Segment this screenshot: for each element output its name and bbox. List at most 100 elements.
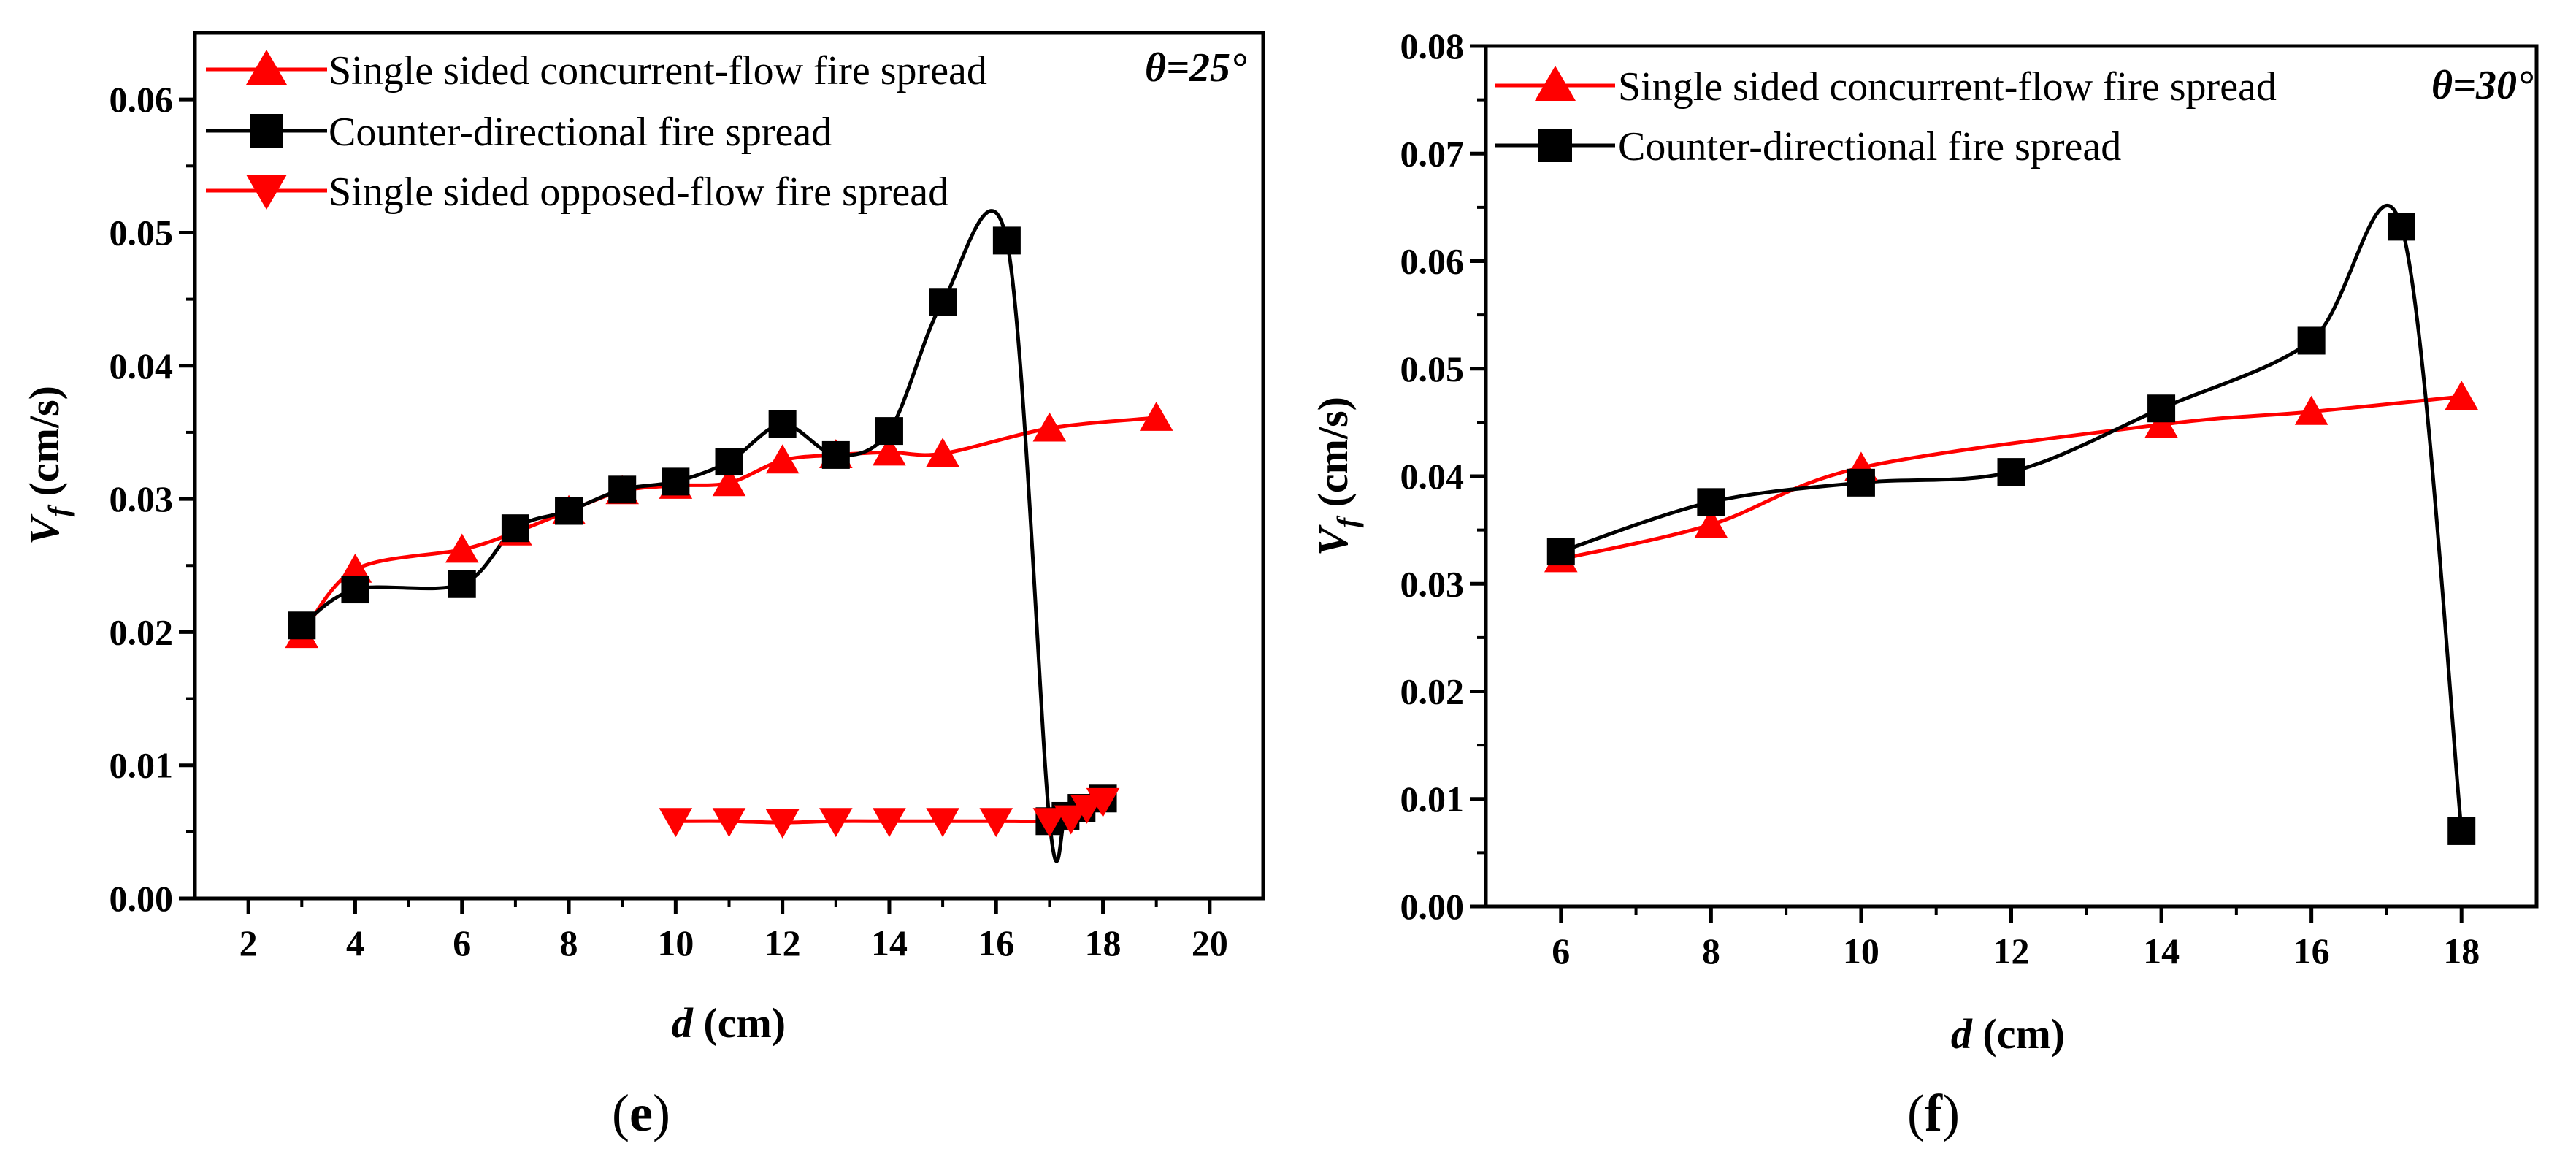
panel-label-open-e: ( bbox=[612, 1084, 629, 1142]
data-point-triangle-up-e bbox=[1032, 412, 1067, 442]
series-markers-e bbox=[285, 226, 1173, 839]
data-point-triangle-up-e bbox=[765, 444, 800, 474]
y-axis-title-f: Vf (cm/s) bbox=[1309, 397, 1364, 556]
theta-label-e: θ=25° bbox=[1145, 45, 1247, 91]
x-tick-label-f: 12 bbox=[1993, 931, 2030, 971]
x-tick-label-f: 10 bbox=[1843, 931, 1879, 971]
theta-value-e: =25° bbox=[1166, 45, 1247, 91]
series-lines-e bbox=[300, 209, 1157, 863]
data-point-triangle-down-e bbox=[1032, 808, 1067, 838]
x-axis-var-f: d bbox=[1951, 1010, 1973, 1058]
y-axis-sub-f: f bbox=[1331, 515, 1364, 527]
data-point-square-e bbox=[821, 440, 850, 469]
x-axis-unit-f: (cm) bbox=[1972, 1010, 2065, 1058]
axes-ticks-f: 6 8 10 12 14 16 18 0.00 0.01 0.02 0.03 0.04 0.05 0.06… bbox=[1400, 26, 2480, 971]
data-point-square-f bbox=[1847, 468, 1875, 497]
series-lines-f bbox=[1560, 204, 2464, 832]
panel-label-open-f: ( bbox=[1907, 1084, 1925, 1142]
data-point-square-e bbox=[555, 497, 583, 525]
y-tick-label-f: 0.05 bbox=[1400, 348, 1465, 389]
y-tick-label-f: 0.01 bbox=[1400, 779, 1465, 820]
x-axis-title-e: d (cm) bbox=[672, 999, 786, 1047]
x-axis-unit-e: (cm) bbox=[693, 999, 786, 1047]
y-tick-label-f: 0.04 bbox=[1400, 456, 1465, 497]
x-tick-label-f: 16 bbox=[2293, 931, 2330, 971]
y-tick-label-f: 0.06 bbox=[1400, 241, 1465, 282]
data-point-square-e bbox=[341, 576, 369, 604]
legend-label-0-f: Single sided concurrent-flow fire spread bbox=[1618, 64, 2277, 110]
theta-symbol-e: θ bbox=[1145, 45, 1166, 91]
y-axis-sub-e: f bbox=[42, 504, 75, 516]
data-point-triangle-up-e bbox=[873, 436, 906, 466]
y-axis-var-f: V bbox=[1309, 524, 1357, 556]
data-point-triangle-up-f bbox=[2294, 395, 2328, 425]
legend-e: Single sided concurrent-flow fire spread… bbox=[206, 48, 987, 215]
data-point-square-e bbox=[288, 611, 316, 640]
series-markers-f bbox=[1544, 213, 2479, 845]
data-point-square-e bbox=[448, 570, 476, 598]
data-point-square-f bbox=[2387, 213, 2415, 241]
series-line-1-f bbox=[1560, 204, 2464, 832]
data-point-triangle-down-e bbox=[659, 808, 693, 838]
legend-marker-triangle-up-f bbox=[1535, 66, 1576, 101]
data-point-square-e bbox=[875, 417, 903, 446]
data-point-square-e bbox=[929, 288, 957, 316]
data-point-triangle-up-e bbox=[712, 467, 746, 497]
legend-label-1-f: Counter-directional fire spread bbox=[1618, 124, 2121, 169]
data-point-square-e bbox=[992, 226, 1021, 255]
y-tick-label-f: 0.03 bbox=[1400, 563, 1465, 604]
x-tick-label-e: 18 bbox=[1085, 923, 1122, 963]
axes-ticks-e: 2 4 6 8 10 12 14 16 18 20 0.00 0.01 0.02 0.03 0.04 0.05… bbox=[110, 79, 1228, 963]
data-point-triangle-down-e bbox=[1054, 805, 1088, 835]
y-tick-label-e: 0.03 bbox=[110, 478, 174, 519]
data-point-square-e bbox=[501, 514, 529, 543]
y-tick-label-e: 0.01 bbox=[110, 745, 174, 786]
data-point-square-f bbox=[1997, 458, 2025, 486]
x-tick-label-f: 14 bbox=[2143, 931, 2180, 971]
y-tick-label-e: 0.00 bbox=[110, 878, 174, 919]
legend-f: Single sided concurrent-flow fire spread… bbox=[1495, 64, 2277, 169]
x-tick-label-e: 10 bbox=[657, 923, 694, 963]
panel-label-letter-e: e bbox=[629, 1084, 653, 1142]
x-tick-label-e: 8 bbox=[560, 923, 578, 963]
panel-label-close-e: ) bbox=[653, 1084, 670, 1142]
data-point-square-f bbox=[2297, 326, 2326, 355]
legend-label-2-e: Single sided opposed-flow fire spread bbox=[329, 169, 948, 215]
data-point-triangle-down-e bbox=[765, 809, 800, 839]
data-point-square-f bbox=[2147, 394, 2176, 423]
data-point-triangle-up-f bbox=[2445, 381, 2479, 410]
data-point-triangle-down-e bbox=[979, 808, 1013, 838]
data-point-square-e bbox=[715, 448, 743, 476]
y-axis-unit-f: (cm/s) bbox=[1309, 397, 1357, 518]
data-point-triangle-up-f bbox=[1694, 508, 1728, 538]
panel-label-close-f: ) bbox=[1942, 1084, 1960, 1142]
panel-label-f: (f) bbox=[1907, 1084, 1960, 1142]
data-point-square-e bbox=[608, 475, 637, 504]
legend-marker-triangle-up-e bbox=[246, 50, 287, 85]
y-tick-label-f: 0.07 bbox=[1400, 133, 1465, 174]
series-line-1-e bbox=[300, 209, 1104, 863]
panel-label-letter-f: f bbox=[1925, 1084, 1943, 1142]
x-tick-label-e: 12 bbox=[764, 923, 801, 963]
x-axis-title-f: d (cm) bbox=[1951, 1010, 2065, 1058]
theta-value-f: =30° bbox=[2453, 63, 2534, 108]
x-tick-label-e: 14 bbox=[871, 923, 908, 963]
data-point-square-e bbox=[768, 410, 797, 438]
legend-label-1-e: Counter-directional fire spread bbox=[329, 110, 832, 155]
y-axis-var-e: V bbox=[20, 513, 68, 545]
x-tick-label-e: 2 bbox=[239, 923, 258, 963]
data-point-triangle-down-e bbox=[819, 808, 853, 838]
legend-marker-square-e bbox=[250, 114, 283, 148]
data-point-square-f bbox=[2447, 817, 2476, 845]
y-axis-title-e: Vf (cm/s) bbox=[20, 386, 75, 545]
data-point-triangle-down-e bbox=[926, 808, 959, 838]
legend-marker-square-f bbox=[1538, 129, 1572, 162]
y-tick-label-e: 0.04 bbox=[110, 345, 174, 386]
x-tick-label-e: 16 bbox=[978, 923, 1014, 963]
x-tick-label-f: 8 bbox=[1702, 931, 1720, 971]
data-point-triangle-up-f bbox=[2144, 408, 2178, 438]
y-tick-label-f: 0.02 bbox=[1400, 671, 1465, 712]
y-tick-label-e: 0.05 bbox=[110, 212, 174, 253]
